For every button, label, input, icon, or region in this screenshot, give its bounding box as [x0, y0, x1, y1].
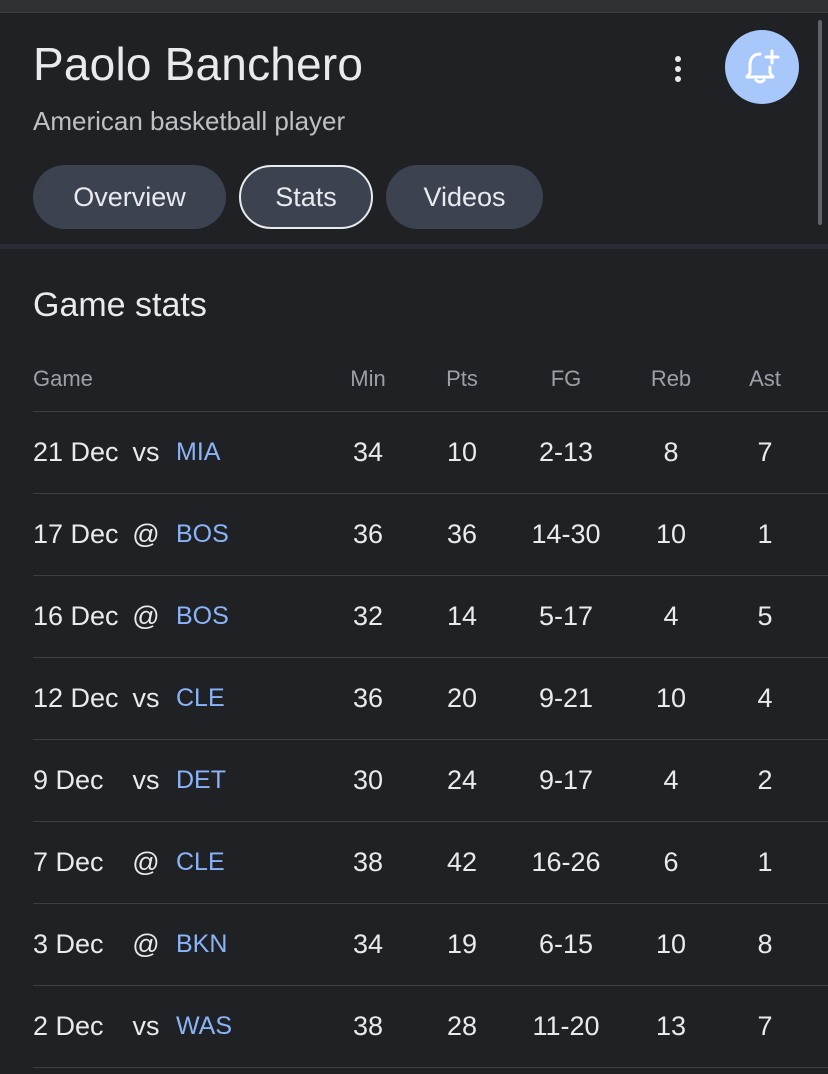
minutes: 36 — [352, 519, 384, 549]
game-date: 2 Dec — [33, 1011, 104, 1041]
points: 20 — [446, 683, 478, 713]
table-row: 16 Dec @ BOS 32 14 5-17 4 5 — [33, 576, 828, 658]
more-options-button[interactable] — [658, 49, 698, 89]
opponent-link[interactable]: CLE — [176, 848, 225, 876]
home-away: @ — [132, 601, 160, 631]
minutes: 34 — [352, 929, 384, 959]
minutes: 34 — [352, 437, 384, 467]
header-pts: Pts — [446, 365, 478, 391]
assists: 1 — [757, 519, 773, 549]
minutes: 36 — [352, 683, 384, 713]
opponent-link[interactable]: MIA — [176, 438, 221, 466]
table-row: 3 Dec @ BKN 34 19 6-15 10 8 — [33, 904, 828, 986]
home-away: @ — [132, 519, 160, 549]
points: 10 — [446, 437, 478, 467]
scrollbar[interactable] — [818, 20, 822, 225]
section-divider — [0, 244, 828, 249]
header-min: Min — [350, 365, 386, 391]
table-row: 17 Dec @ BOS 36 36 14-30 10 1 — [33, 494, 828, 576]
field-goals: 9-17 — [538, 765, 594, 795]
assists: 1 — [757, 847, 773, 877]
game-date: 17 Dec — [33, 519, 119, 549]
minutes: 38 — [352, 847, 384, 877]
rebounds: 10 — [655, 683, 687, 713]
rebounds: 8 — [663, 437, 679, 467]
table-row: 21 Dec vs MIA 34 10 2-13 8 7 — [33, 412, 828, 494]
table-row: 9 Dec vs DET 30 24 9-17 4 2 — [33, 740, 828, 822]
game-date: 9 Dec — [33, 765, 104, 795]
assists: 2 — [757, 765, 773, 795]
table-row: 2 Dec vs WAS 38 28 11-20 13 7 — [33, 986, 828, 1068]
rebounds: 6 — [663, 847, 679, 877]
follow-notification-button[interactable] — [725, 30, 799, 104]
home-away: vs — [132, 683, 160, 713]
home-away: @ — [132, 929, 160, 959]
opponent-link[interactable]: BOS — [176, 520, 229, 548]
points: 24 — [446, 765, 478, 795]
header-fg: FG — [550, 365, 582, 391]
assists: 8 — [757, 929, 773, 959]
table-header: Game Min Pts FG Reb Ast — [33, 346, 828, 412]
assists: 4 — [757, 683, 773, 713]
field-goals: 5-17 — [538, 601, 594, 631]
rebounds: 13 — [655, 1011, 687, 1041]
points: 14 — [446, 601, 478, 631]
header-game: Game — [33, 365, 93, 391]
table-row: 7 Dec @ CLE 38 42 16-26 6 1 — [33, 822, 828, 904]
more-vert-icon — [675, 56, 681, 82]
rebounds: 10 — [655, 519, 687, 549]
field-goals: 2-13 — [538, 437, 594, 467]
home-away: vs — [132, 437, 160, 467]
minutes: 38 — [352, 1011, 384, 1041]
opponent-link[interactable]: DET — [176, 766, 226, 794]
game-date: 12 Dec — [33, 683, 119, 713]
header-reb: Reb — [650, 365, 692, 391]
assists: 7 — [757, 437, 773, 467]
game-date: 21 Dec — [33, 437, 119, 467]
top-bar — [0, 0, 828, 13]
field-goals: 16-26 — [531, 847, 601, 877]
tab-videos[interactable]: Videos — [386, 165, 543, 229]
game-stats-table: Game Min Pts FG Reb Ast 21 Dec vs MIA 34… — [33, 346, 828, 1068]
points: 42 — [446, 847, 478, 877]
table-row: 12 Dec vs CLE 36 20 9-21 10 4 — [33, 658, 828, 740]
bell-plus-icon — [745, 49, 780, 84]
points: 28 — [446, 1011, 478, 1041]
knowledge-panel-header: Paolo Banchero American basketball playe… — [0, 13, 828, 244]
rebounds: 10 — [655, 929, 687, 959]
field-goals: 14-30 — [531, 519, 601, 549]
opponent-link[interactable]: CLE — [176, 684, 225, 712]
field-goals: 6-15 — [538, 929, 594, 959]
player-description: American basketball player — [33, 106, 346, 136]
points: 36 — [446, 519, 478, 549]
tab-stats[interactable]: Stats — [239, 165, 373, 229]
rebounds: 4 — [663, 765, 679, 795]
assists: 5 — [757, 601, 773, 631]
rebounds: 4 — [663, 601, 679, 631]
minutes: 30 — [352, 765, 384, 795]
opponent-link[interactable]: BOS — [176, 602, 229, 630]
header-ast: Ast — [749, 365, 781, 391]
game-date: 16 Dec — [33, 601, 119, 631]
home-away: @ — [132, 847, 160, 877]
game-date: 3 Dec — [33, 929, 104, 959]
field-goals: 11-20 — [532, 1011, 600, 1041]
points: 19 — [446, 929, 478, 959]
assists: 7 — [757, 1011, 773, 1041]
game-date: 7 Dec — [33, 847, 104, 877]
opponent-link[interactable]: WAS — [176, 1012, 233, 1040]
opponent-link[interactable]: BKN — [176, 930, 228, 958]
home-away: vs — [132, 765, 160, 795]
page-title: Paolo Banchero — [33, 38, 364, 90]
tab-bar: Overview Stats Videos — [33, 165, 556, 229]
home-away: vs — [132, 1011, 160, 1041]
minutes: 32 — [352, 601, 384, 631]
section-title: Game stats — [33, 286, 207, 324]
field-goals: 9-21 — [538, 683, 594, 713]
tab-overview[interactable]: Overview — [33, 165, 226, 229]
